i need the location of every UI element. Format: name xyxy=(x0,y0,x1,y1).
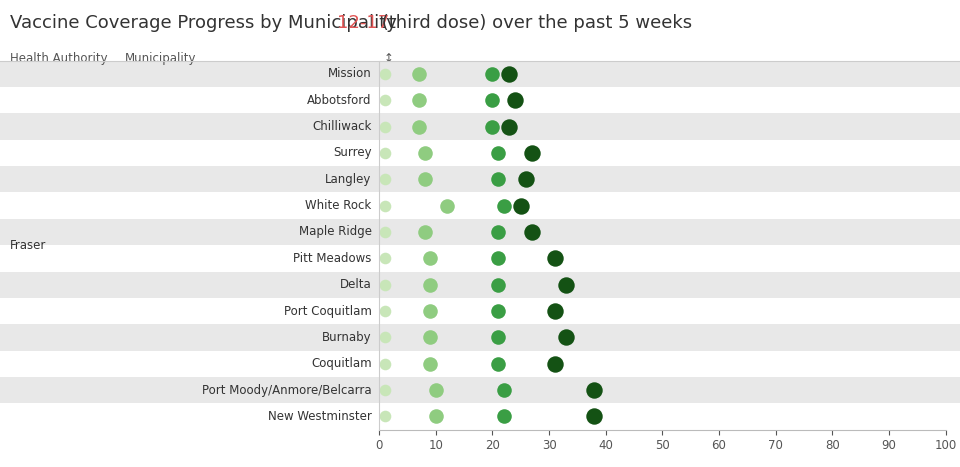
Point xyxy=(422,281,438,289)
Text: Port Coquitlam: Port Coquitlam xyxy=(283,304,372,318)
Point xyxy=(518,176,534,183)
Point xyxy=(411,70,426,78)
Text: Chilliwack: Chilliwack xyxy=(312,120,372,133)
Text: Delta: Delta xyxy=(340,278,372,291)
Text: Fraser: Fraser xyxy=(10,239,46,252)
Point xyxy=(422,360,438,368)
Text: Burnaby: Burnaby xyxy=(322,331,372,344)
Point xyxy=(496,413,512,420)
Point xyxy=(417,176,432,183)
Point xyxy=(422,307,438,315)
Point xyxy=(417,228,432,236)
Bar xyxy=(0,403,960,430)
Bar xyxy=(0,351,960,377)
Point xyxy=(377,386,393,394)
Point xyxy=(491,255,506,262)
Text: Pitt Meadows: Pitt Meadows xyxy=(293,252,372,265)
Point xyxy=(587,386,602,394)
Point xyxy=(428,413,444,420)
Point xyxy=(422,333,438,341)
Bar xyxy=(0,87,960,113)
Point xyxy=(559,333,574,341)
Point xyxy=(491,149,506,156)
Bar xyxy=(0,113,960,140)
Bar xyxy=(0,166,960,192)
Point xyxy=(547,360,563,368)
Point xyxy=(377,360,393,368)
Point xyxy=(428,386,444,394)
Point xyxy=(377,413,393,420)
Point xyxy=(496,202,512,209)
Point xyxy=(377,281,393,289)
Point xyxy=(547,307,563,315)
Bar xyxy=(0,377,960,403)
Point xyxy=(491,360,506,368)
Point xyxy=(524,149,540,156)
Point xyxy=(502,70,517,78)
Bar xyxy=(0,61,960,87)
Point xyxy=(524,228,540,236)
Text: Port Moody/Anmore/Belcarra: Port Moody/Anmore/Belcarra xyxy=(202,383,372,396)
Point xyxy=(485,123,500,130)
Text: Abbotsford: Abbotsford xyxy=(307,94,372,107)
Point xyxy=(491,176,506,183)
Point xyxy=(377,97,393,104)
Point xyxy=(496,386,512,394)
Point xyxy=(547,255,563,262)
Text: Municipality: Municipality xyxy=(125,52,196,65)
Point xyxy=(485,70,500,78)
Point xyxy=(422,255,438,262)
Point xyxy=(559,281,574,289)
Point xyxy=(491,307,506,315)
Point xyxy=(411,123,426,130)
Bar xyxy=(0,298,960,324)
Text: (third dose) over the past 5 weeks: (third dose) over the past 5 weeks xyxy=(376,14,692,32)
Text: Vaccine Coverage Progress by Municipality: Vaccine Coverage Progress by Municipalit… xyxy=(10,14,402,32)
Point xyxy=(417,149,432,156)
Text: Surrey: Surrey xyxy=(333,147,372,159)
Point xyxy=(377,307,393,315)
Point xyxy=(377,70,393,78)
Point xyxy=(377,228,393,236)
Point xyxy=(587,413,602,420)
Point xyxy=(411,97,426,104)
Point xyxy=(377,123,393,130)
Point xyxy=(377,333,393,341)
Text: Maple Ridge: Maple Ridge xyxy=(299,226,372,239)
Point xyxy=(377,176,393,183)
Text: 12-17: 12-17 xyxy=(337,14,390,32)
Point xyxy=(491,281,506,289)
Point xyxy=(508,97,523,104)
Point xyxy=(440,202,455,209)
Point xyxy=(491,228,506,236)
Bar xyxy=(0,324,960,351)
Point xyxy=(377,255,393,262)
Text: Mission: Mission xyxy=(327,67,372,80)
Point xyxy=(491,333,506,341)
Bar xyxy=(0,245,960,271)
Point xyxy=(502,123,517,130)
Text: Coquitlam: Coquitlam xyxy=(311,357,372,370)
Bar xyxy=(0,140,960,166)
Text: Health Authority: Health Authority xyxy=(10,52,108,65)
Point xyxy=(485,97,500,104)
Bar xyxy=(0,271,960,298)
Point xyxy=(514,202,529,209)
Bar xyxy=(0,192,960,219)
Text: Langley: Langley xyxy=(325,173,372,186)
Bar xyxy=(0,219,960,245)
Text: New Westminster: New Westminster xyxy=(268,410,372,423)
Point xyxy=(377,149,393,156)
Text: White Rock: White Rock xyxy=(305,199,372,212)
Text: ↕: ↕ xyxy=(384,52,394,65)
Point xyxy=(377,202,393,209)
